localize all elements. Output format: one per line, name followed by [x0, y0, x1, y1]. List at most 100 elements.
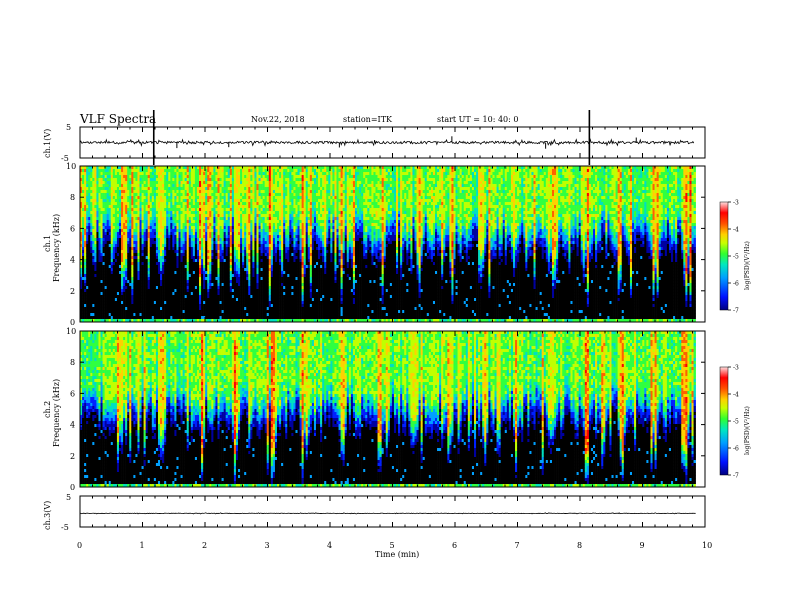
spectrogram-cell — [238, 304, 240, 307]
spectrogram-cell — [90, 262, 92, 265]
spectrogram-cell — [250, 250, 252, 253]
spectrogram-cell — [103, 196, 105, 199]
spectrogram-cell — [265, 226, 267, 229]
spectrogram-cell — [125, 304, 127, 307]
spectrogram-cell — [197, 277, 199, 280]
spectrogram-cell — [187, 283, 189, 286]
spectrogram-cell — [248, 298, 250, 301]
spectrogram-cell — [191, 310, 193, 313]
spectrogram-cell — [183, 205, 185, 208]
spectrogram-cell — [224, 307, 226, 310]
spectrogram-cell — [185, 205, 187, 208]
spectrogram-cell — [82, 286, 84, 289]
spectrogram-cell — [187, 304, 189, 307]
spectrogram-cell — [158, 232, 160, 235]
spectrogram-cell — [250, 184, 252, 187]
spectrogram-cell — [92, 307, 94, 310]
spectrogram-cell — [195, 208, 197, 211]
spectrogram-cell — [86, 316, 88, 319]
spectrogram-cell — [226, 274, 228, 277]
spectrogram-cell — [252, 313, 254, 316]
spectrogram-cell — [265, 199, 267, 202]
spectrogram-cell — [248, 277, 250, 280]
spectrogram-cell — [232, 196, 234, 199]
spectrogram-cell — [238, 241, 240, 244]
spectrogram-cell — [222, 211, 224, 214]
spectrogram-cell — [226, 316, 228, 319]
spectrogram-cell — [195, 244, 197, 247]
spectrogram-cell — [240, 190, 242, 193]
spectrogram-cell — [181, 208, 183, 211]
spectrogram-cell — [158, 307, 160, 310]
spectrogram-cell — [179, 235, 181, 238]
spectrogram-cell — [125, 268, 127, 271]
spectrogram-cell — [140, 310, 142, 313]
spectrogram-cell — [119, 172, 121, 175]
spectrogram-cell — [160, 253, 162, 256]
spectrogram-cell — [183, 277, 185, 280]
spectrogram-cell — [113, 172, 115, 175]
spectrogram-cell — [217, 232, 219, 235]
spectrogram-cell — [152, 193, 154, 196]
spectrogram-cell — [185, 283, 187, 286]
spectrogram-cell — [144, 169, 146, 172]
spectrogram-cell — [244, 292, 246, 295]
spectrogram-cell — [191, 178, 193, 181]
spectrogram-cell — [185, 235, 187, 238]
spectrogram-cell — [154, 304, 156, 307]
spectrogram-cell — [168, 193, 170, 196]
spectrogram-cell — [146, 298, 148, 301]
spectrogram-cell — [256, 265, 258, 268]
spectrogram-cell — [217, 217, 219, 220]
spectrogram-cell — [222, 190, 224, 193]
spectrogram-cell — [261, 235, 263, 238]
spectrogram-cell — [224, 187, 226, 190]
spectrogram-cell — [176, 301, 178, 304]
spectrogram-cell — [92, 277, 94, 280]
spectrogram-cell — [220, 280, 222, 283]
spectrogram-cell — [158, 169, 160, 172]
spectrogram-cell — [248, 211, 250, 214]
spectrogram-cell — [107, 250, 109, 253]
spectrogram-cell — [172, 184, 174, 187]
spectrogram-cell — [222, 187, 224, 190]
spectrogram-cell — [96, 289, 98, 292]
spectrogram-cell — [234, 241, 236, 244]
spectrogram-cell — [211, 259, 213, 262]
spectrogram-cell — [226, 301, 228, 304]
spectrogram-cell — [107, 196, 109, 199]
spectrogram-cell — [242, 169, 244, 172]
spectrogram-cell — [109, 292, 111, 295]
spectrogram-cell — [105, 286, 107, 289]
spectrogram-cell — [242, 232, 244, 235]
spectrogram-cell — [96, 184, 98, 187]
spectrogram-cell — [174, 259, 176, 262]
spectrogram-cell — [222, 286, 224, 289]
spectrogram-cell — [261, 220, 263, 223]
spectrogram-cell — [224, 193, 226, 196]
spectrogram-cell — [162, 313, 164, 316]
spectrogram-cell — [189, 292, 191, 295]
spectrogram-cell — [226, 172, 228, 175]
spectrogram-cell — [252, 208, 254, 211]
spectrogram-cell — [220, 268, 222, 271]
spectrogram-cell — [162, 259, 164, 262]
spectrogram-cell — [92, 235, 94, 238]
spectrogram-cell — [166, 181, 168, 184]
spectrogram-cell — [156, 298, 158, 301]
spectrogram-cell — [137, 217, 139, 220]
spectrogram-cell — [146, 235, 148, 238]
spectrogram-cell — [164, 232, 166, 235]
spectrogram-cell — [162, 244, 164, 247]
spectrogram-cell — [263, 238, 265, 241]
spectrogram-cell — [96, 313, 98, 316]
spectrogram-cell — [179, 211, 181, 214]
spectrogram-cell — [256, 205, 258, 208]
spectrogram-cell — [164, 211, 166, 214]
spectrogram-cell — [222, 259, 224, 262]
spectrogram-cell — [109, 232, 111, 235]
spectrogram-cell — [174, 265, 176, 268]
spectrogram-cell — [193, 223, 195, 226]
spectrogram-cell — [179, 193, 181, 196]
spectrogram-cell — [176, 187, 178, 190]
